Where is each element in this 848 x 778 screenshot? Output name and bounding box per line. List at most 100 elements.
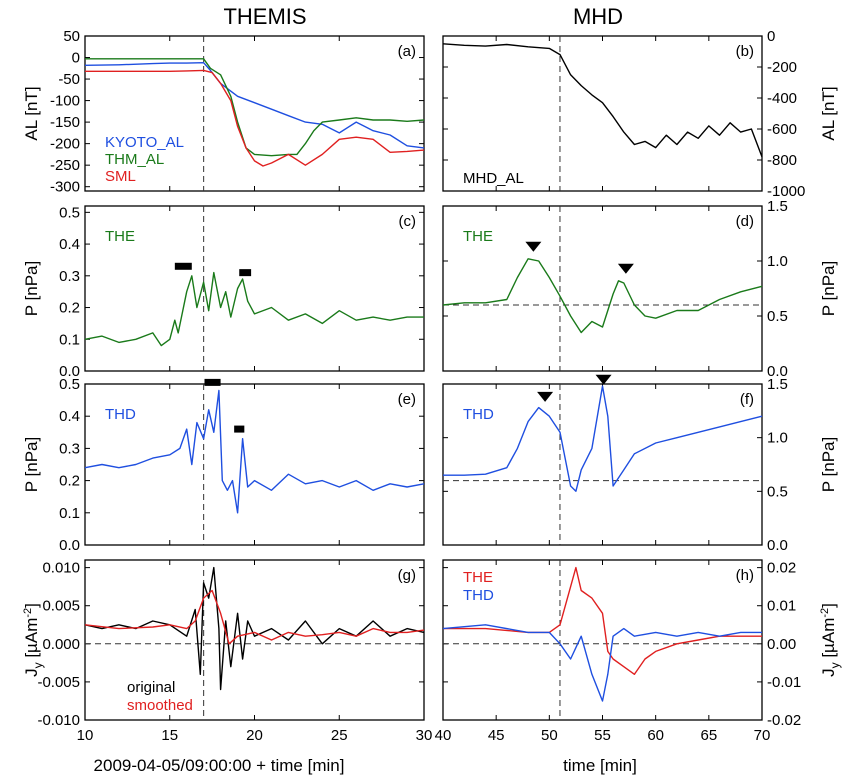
x-tick-label: 30 — [416, 727, 433, 744]
series-line-thd — [443, 385, 763, 492]
x-tick-label: 55 — [594, 727, 611, 744]
panel-h: 0.02 0.01 0.00 -0.01 -0.02 40 45 50 55 60 65 70 Jy [… — [435, 559, 842, 744]
plot-frame — [84, 205, 425, 372]
legend-thd: THD — [105, 406, 136, 423]
peak-marker — [525, 241, 542, 252]
legend-thd: THD — [463, 587, 494, 604]
y-tick-label: 0.5 — [59, 204, 80, 221]
y-tick-label: -0.01 — [767, 674, 801, 691]
legend-sml: SML — [105, 168, 136, 185]
x-tick-label: 65 — [700, 727, 717, 744]
peak-marker — [595, 374, 612, 385]
y-tick-label: 50 — [63, 28, 80, 45]
y-axis-label: P [nPa] — [819, 437, 838, 492]
y-tick-label: 0.0 — [767, 363, 788, 380]
panel-label: (h) — [736, 567, 754, 584]
panel-label: (f) — [740, 391, 754, 408]
y-tick-label: 0.00 — [767, 636, 796, 653]
y-tick-label: 0.2 — [59, 300, 80, 317]
y-tick-label: -400 — [767, 90, 797, 107]
y-tick-label: 1.0 — [767, 253, 788, 270]
legend-mhd_al: MHD_AL — [463, 170, 524, 187]
y-tick-label: 0 — [767, 28, 775, 45]
y-axis-label: P [nPa] — [22, 261, 41, 316]
right-xlabel: time [min] — [563, 756, 637, 775]
y-tick-label: 0.3 — [59, 268, 80, 285]
series-line-thm_al — [85, 58, 425, 157]
y-tick-label: -250 — [50, 157, 80, 174]
panel-label: (d) — [736, 213, 754, 230]
y-tick-label: 0.5 — [767, 483, 788, 500]
y-tick-label: 0.5 — [767, 308, 788, 325]
panel-e: 0.5 0.4 0.3 0.2 0.1 0.0 P [nPa] (e) THD — [22, 376, 425, 554]
panel-label: (g) — [398, 567, 416, 584]
y-tick-label: 0.000 — [42, 636, 80, 653]
x-tick-label: 50 — [541, 727, 558, 744]
x-tick-label: 10 — [77, 727, 94, 744]
y-tick-label: 0 — [72, 50, 80, 67]
y-tick-label: -0.010 — [37, 712, 80, 729]
x-tick-label: 60 — [647, 727, 664, 744]
y-axis-label: AL [nT] — [22, 86, 41, 140]
panel-label: (e) — [398, 391, 416, 408]
y-tick-label: 0.005 — [42, 598, 80, 615]
panel-a: 50 0 -50 -100 -150 -200 -250 -300 AL [nT] (a) KYOT… — [22, 28, 425, 196]
y-tick-label: 1.5 — [767, 376, 788, 393]
series-line-sml — [85, 69, 425, 167]
legend-the: THE — [463, 569, 493, 586]
y-tick-label: 0.0 — [59, 363, 80, 380]
y-axis-label: AL [nT] — [819, 86, 838, 140]
panel-label: (b) — [736, 43, 754, 60]
y-tick-label: 0.010 — [42, 560, 80, 577]
x-tick-label: 15 — [161, 727, 178, 744]
interval-bar — [204, 378, 221, 386]
plot-frame — [84, 559, 425, 721]
x-tick-label: 40 — [435, 727, 452, 744]
series-line-mhd_al — [442, 43, 763, 158]
interval-bar — [234, 425, 245, 433]
y-tick-label: -100 — [50, 93, 80, 110]
y-tick-label: 0.3 — [59, 440, 80, 457]
interval-bar — [174, 262, 192, 270]
legend-original: original — [127, 679, 175, 696]
y-tick-label: -0.005 — [37, 674, 80, 691]
series-line-original — [84, 566, 425, 691]
y-tick-label: -50 — [58, 71, 80, 88]
y-tick-label: 0.0 — [767, 537, 788, 554]
y-tick-label: 0.4 — [59, 236, 80, 253]
panel-c: 0.5 0.4 0.3 0.2 0.1 0.0 P [nPa] (c) THE — [22, 204, 425, 380]
y-tick-label: 0.1 — [59, 331, 80, 348]
y-tick-label: -150 — [50, 114, 80, 131]
y-tick-label: 1.0 — [767, 430, 788, 447]
panel-label: (c) — [399, 213, 417, 230]
col-title-mhd: MHD — [573, 4, 623, 29]
y-axis-label: Jy [µAm-2] — [22, 603, 45, 677]
panel-b: 0 -200 -400 -600 -800 -1000 AL [nT] (b) MHD_AL — [442, 28, 838, 200]
legend-kyoto_al: KYOTO_AL — [105, 134, 184, 151]
legend-the: THE — [463, 228, 493, 245]
y-tick-label: 0.4 — [59, 408, 80, 425]
x-tick-label: 20 — [246, 727, 263, 744]
x-tick-label: 45 — [488, 727, 505, 744]
x-tick-label: 70 — [754, 727, 771, 744]
legend-thm_al: THM_AL — [105, 151, 164, 168]
legend-smoothed: smoothed — [127, 697, 193, 714]
y-tick-label: 1.5 — [767, 198, 788, 215]
y-tick-label: -1000 — [767, 183, 805, 200]
peak-marker — [537, 391, 554, 402]
y-tick-label: -200 — [50, 136, 80, 153]
panel-label: (a) — [398, 43, 416, 60]
panel-f: 1.5 1.0 0.5 0.0 P [nPa] (f) THD — [442, 374, 838, 554]
panel-d: 1.5 1.0 0.5 0.0 P [nPa] (d) THE — [442, 198, 838, 380]
peak-marker — [617, 263, 634, 274]
y-tick-label: 0.01 — [767, 598, 796, 615]
y-axis-label: P [nPa] — [22, 437, 41, 492]
series-line-thd — [442, 624, 762, 702]
x-tick-label: 25 — [331, 727, 348, 744]
y-tick-label: 0.0 — [59, 537, 80, 554]
interval-bar — [239, 269, 252, 277]
y-tick-label: -800 — [767, 152, 797, 169]
y-tick-label: -300 — [50, 179, 80, 196]
